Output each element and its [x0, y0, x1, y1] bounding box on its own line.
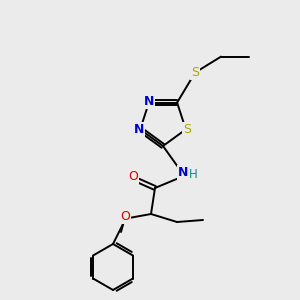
Text: O: O	[120, 209, 130, 223]
Text: N: N	[178, 166, 188, 178]
Text: S: S	[191, 66, 199, 79]
Text: H: H	[189, 167, 197, 181]
Text: O: O	[128, 169, 138, 182]
Text: S: S	[183, 123, 191, 136]
Text: N: N	[144, 95, 154, 108]
Text: N: N	[134, 123, 144, 136]
